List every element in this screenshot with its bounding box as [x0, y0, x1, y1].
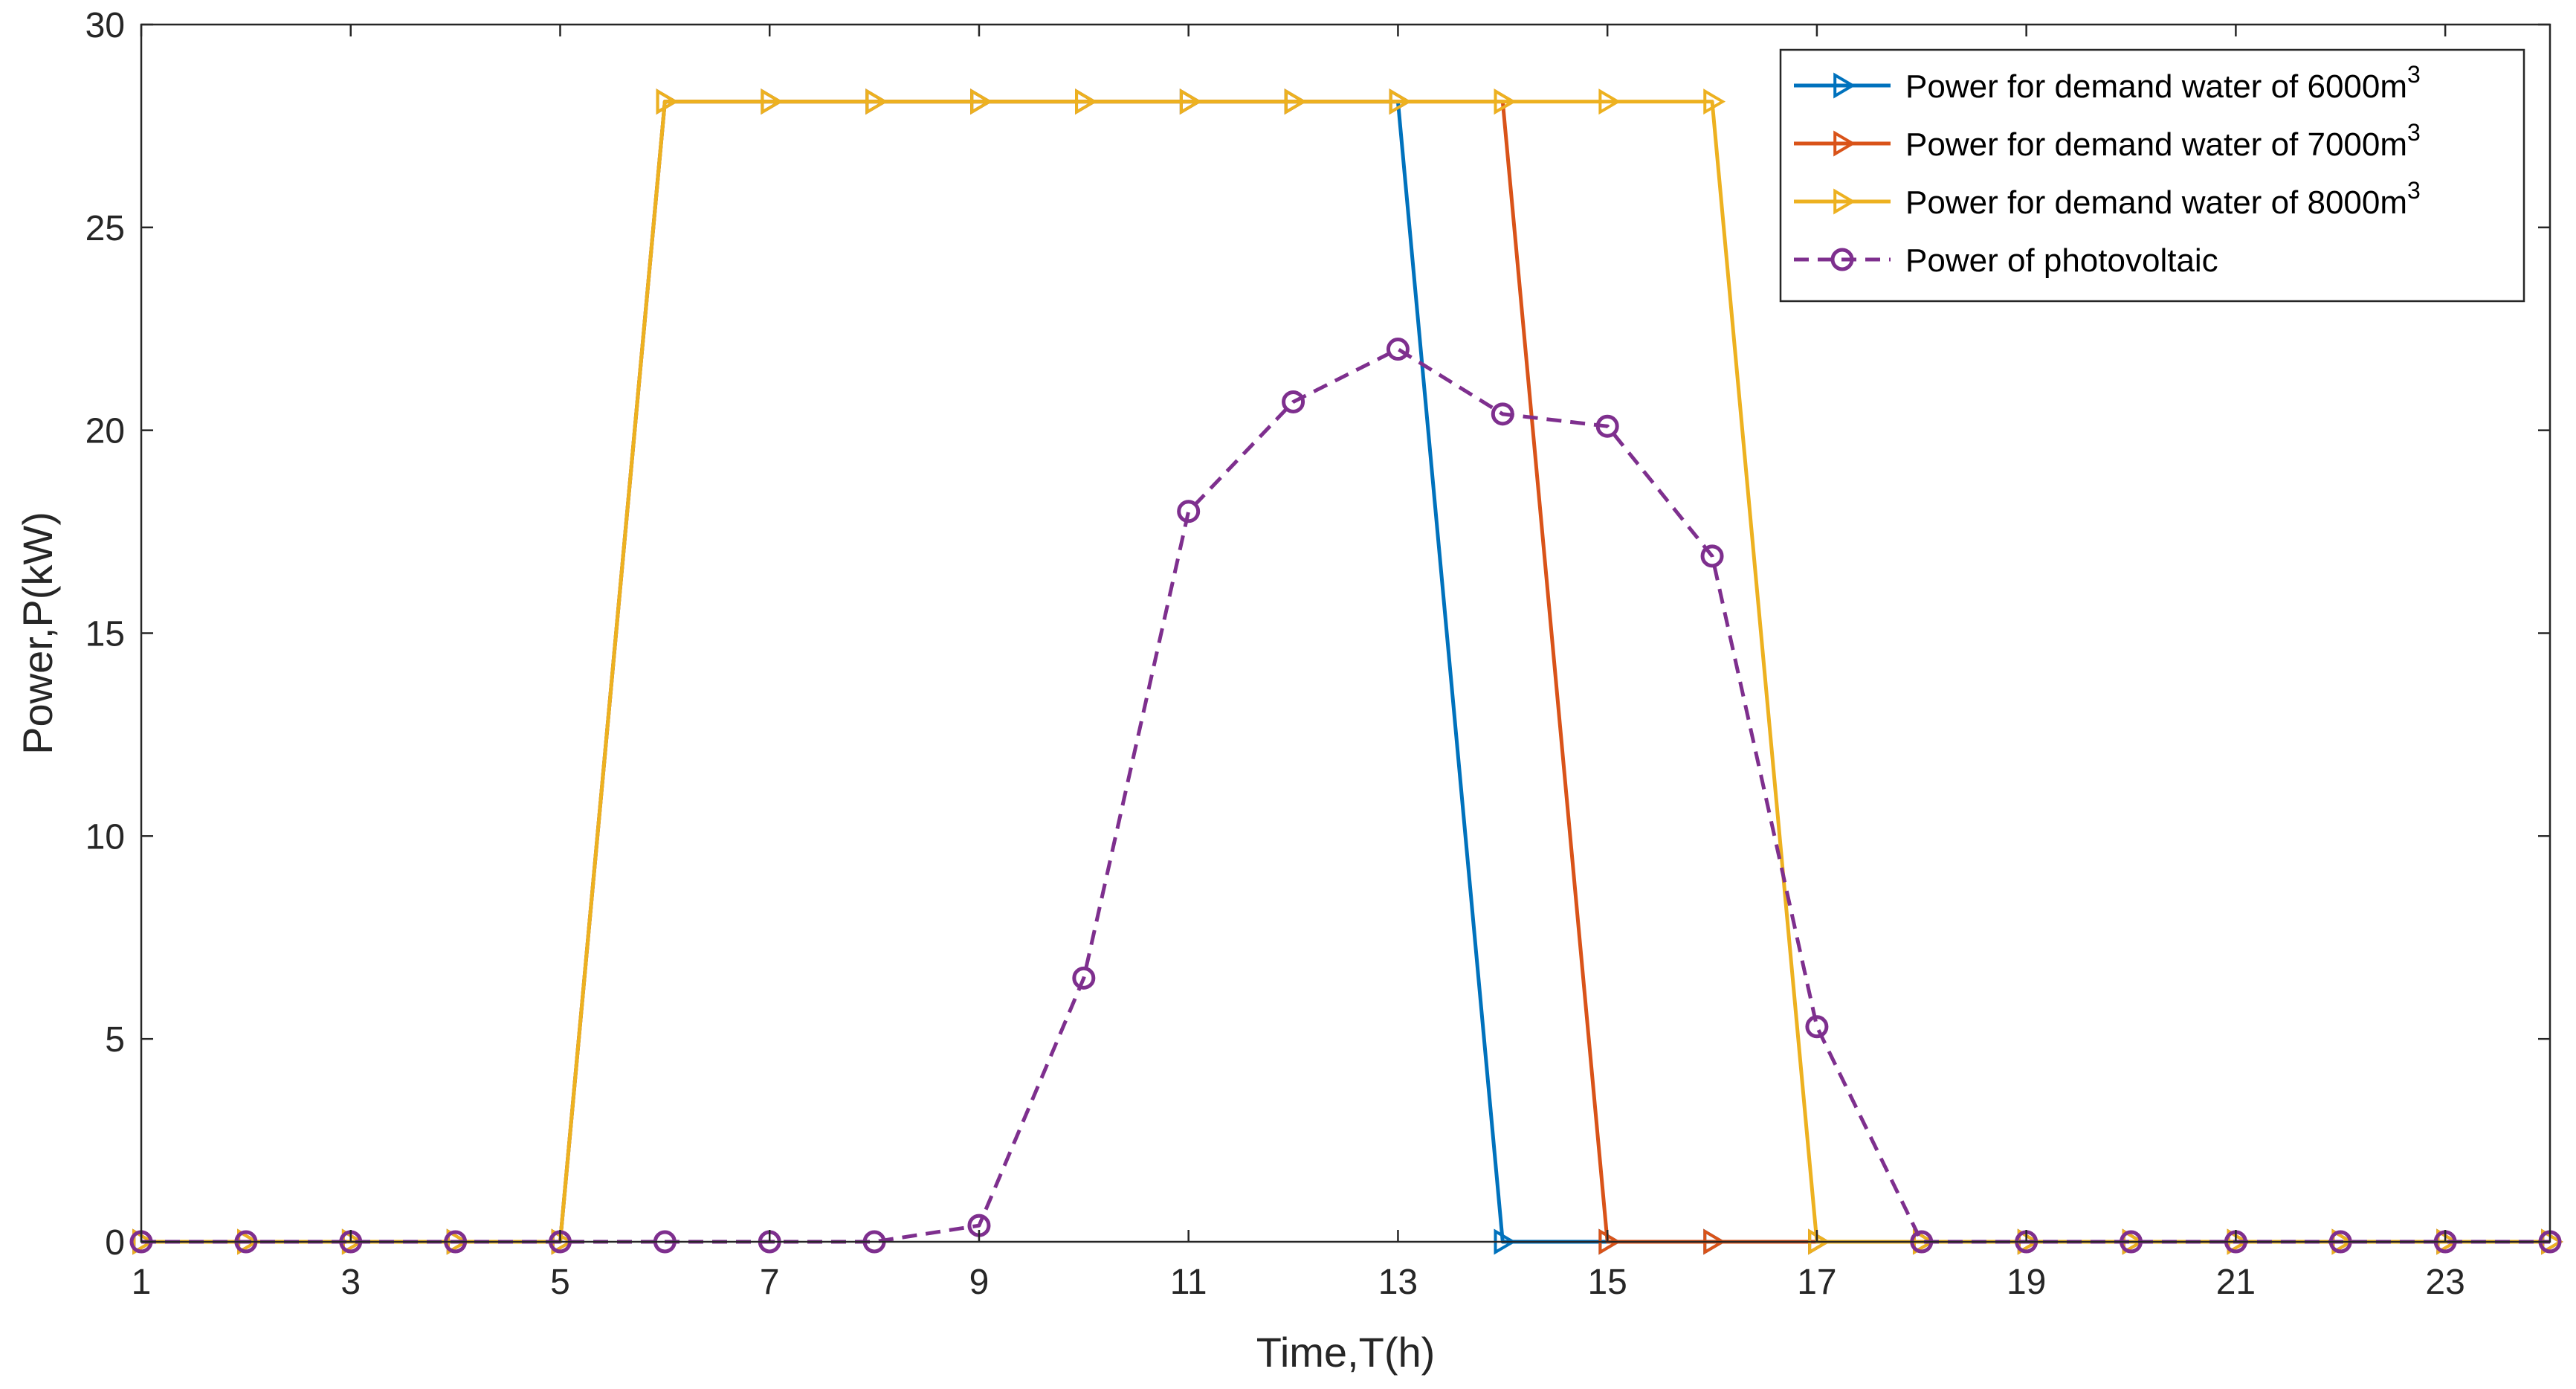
legend-label: Power for demand water of 8000m3	[1905, 177, 2421, 221]
y-tick-label: 10	[85, 817, 125, 857]
y-tick-label: 15	[85, 615, 125, 654]
data-point	[1284, 88, 1307, 115]
y-tick-label: 0	[105, 1223, 125, 1263]
legend-item-4: Power of photovoltaic	[1794, 242, 2218, 279]
x-tick-label: 5	[550, 1263, 570, 1302]
data-point	[1075, 88, 1097, 115]
y-tick-label: 30	[85, 6, 125, 45]
legend-label: Power for demand water of 6000m3	[1905, 61, 2421, 105]
legend-item-3: Power for demand water of 8000m3	[1794, 177, 2421, 221]
x-tick-label: 15	[1587, 1263, 1627, 1302]
x-tick-label: 19	[2007, 1263, 2046, 1302]
legend-marker	[1833, 72, 1856, 99]
x-tick-label: 1	[132, 1263, 152, 1302]
legend-label-superscript: 3	[2407, 61, 2421, 88]
x-tick-label: 23	[2425, 1263, 2464, 1302]
legend-label-superscript: 3	[2407, 119, 2421, 146]
legend: Power for demand water of 6000m3 Power fo…	[1779, 48, 2525, 303]
x-tick-label: 17	[1797, 1263, 1836, 1302]
data-point	[656, 88, 679, 115]
x-tick-label: 7	[760, 1263, 780, 1302]
x-tick-label: 13	[1378, 1263, 1418, 1302]
data-point	[1703, 88, 1726, 115]
x-tick-label: 21	[2216, 1263, 2256, 1302]
y-tick-label: 5	[105, 1020, 125, 1060]
data-point	[1491, 402, 1514, 426]
legend-box	[1779, 48, 2525, 303]
data-point	[1177, 500, 1201, 523]
data-point	[1805, 1015, 1829, 1039]
data-point	[970, 88, 992, 115]
legend-label: Power of photovoltaic	[1905, 242, 2218, 279]
legend-marker	[1833, 188, 1856, 215]
data-point	[1179, 88, 1202, 115]
legend-label: Power for demand water of 7000m3	[1905, 119, 2421, 163]
legend-item-2: Power for demand water of 7000m3	[1794, 119, 2421, 163]
x-tick-label: 3	[340, 1263, 361, 1302]
data-point	[132, 1228, 155, 1255]
data-point	[1700, 544, 1724, 568]
data-point	[1389, 88, 1412, 115]
data-point	[1282, 390, 1305, 413]
data-point	[1072, 966, 1096, 990]
y-tick-label: 25	[85, 209, 125, 248]
x-tick-label: 11	[1170, 1263, 1207, 1302]
legend-marker	[1830, 248, 1854, 271]
data-point	[761, 88, 784, 115]
legend-marker	[1833, 130, 1856, 157]
y-tick-label: 20	[85, 412, 125, 451]
data-point	[1494, 88, 1517, 115]
data-point	[1598, 88, 1621, 115]
data-point	[1386, 338, 1410, 361]
y-axis-label: Power,P(kW)	[14, 512, 61, 755]
x-tick-label: 9	[969, 1263, 990, 1302]
x-axis-label: Time,T(h)	[1256, 1329, 1436, 1376]
legend-item-1: Power for demand water of 6000m3	[1794, 61, 2421, 105]
data-point	[1595, 414, 1619, 438]
data-point	[865, 88, 888, 115]
legend-label-superscript: 3	[2407, 177, 2421, 204]
